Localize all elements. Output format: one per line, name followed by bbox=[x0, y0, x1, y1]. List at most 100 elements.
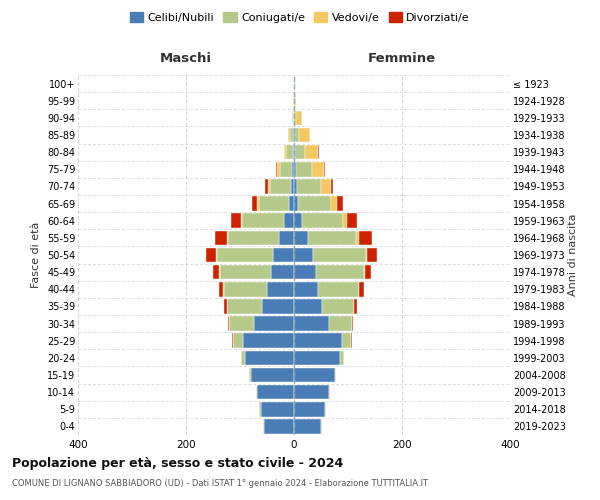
Bar bbox=[355, 299, 357, 314]
Bar bbox=[298, 196, 331, 211]
Bar bbox=[286, 145, 293, 160]
Bar bbox=[233, 334, 242, 348]
Bar bbox=[224, 282, 267, 296]
Bar bbox=[294, 110, 296, 125]
Bar bbox=[257, 196, 259, 211]
Bar bbox=[267, 282, 294, 296]
Bar bbox=[275, 162, 277, 176]
Bar bbox=[296, 179, 321, 194]
Bar bbox=[213, 265, 220, 280]
Bar bbox=[296, 110, 302, 125]
Bar bbox=[341, 334, 351, 348]
Bar bbox=[352, 316, 353, 331]
Bar bbox=[229, 316, 254, 331]
Bar bbox=[294, 162, 296, 176]
Bar bbox=[302, 214, 343, 228]
Bar bbox=[206, 248, 216, 262]
Bar bbox=[356, 230, 359, 245]
Bar bbox=[313, 248, 366, 262]
Bar bbox=[215, 230, 227, 245]
Text: Maschi: Maschi bbox=[160, 52, 212, 64]
Bar bbox=[289, 196, 294, 211]
Bar bbox=[365, 265, 371, 280]
Bar bbox=[293, 110, 294, 125]
Bar bbox=[294, 316, 329, 331]
Bar bbox=[295, 128, 299, 142]
Bar bbox=[294, 368, 335, 382]
Bar bbox=[263, 419, 265, 434]
Bar bbox=[227, 299, 262, 314]
Bar bbox=[294, 385, 329, 400]
Bar bbox=[257, 385, 294, 400]
Bar bbox=[331, 196, 337, 211]
Bar bbox=[294, 230, 308, 245]
Bar bbox=[288, 128, 290, 142]
Bar bbox=[260, 402, 294, 416]
Bar bbox=[359, 230, 372, 245]
Bar bbox=[259, 402, 260, 416]
Bar bbox=[216, 248, 217, 262]
Bar bbox=[262, 299, 294, 314]
Bar bbox=[241, 350, 245, 365]
Bar bbox=[251, 368, 294, 382]
Bar bbox=[329, 316, 352, 331]
Bar bbox=[294, 196, 298, 211]
Bar bbox=[321, 419, 322, 434]
Bar bbox=[308, 230, 356, 245]
Bar bbox=[294, 248, 313, 262]
Bar bbox=[245, 350, 294, 365]
Bar bbox=[294, 334, 341, 348]
Bar bbox=[271, 265, 294, 280]
Bar bbox=[268, 179, 270, 194]
Bar bbox=[241, 214, 242, 228]
Bar bbox=[295, 145, 305, 160]
Bar bbox=[277, 162, 280, 176]
Bar bbox=[284, 145, 286, 160]
Bar bbox=[312, 162, 324, 176]
Bar bbox=[340, 350, 344, 365]
Bar bbox=[367, 248, 377, 262]
Bar bbox=[294, 265, 316, 280]
Bar bbox=[227, 316, 229, 331]
Bar bbox=[291, 179, 294, 194]
Bar bbox=[279, 230, 294, 245]
Bar bbox=[242, 214, 284, 228]
Bar bbox=[217, 248, 274, 262]
Text: COMUNE DI LIGNANO SABBIADORO (UD) - Dati ISTAT 1° gennaio 2024 - Elaborazione TU: COMUNE DI LIGNANO SABBIADORO (UD) - Dati… bbox=[12, 478, 428, 488]
Legend: Celibi/Nubili, Coniugati/e, Vedovi/e, Divorziati/e: Celibi/Nubili, Coniugati/e, Vedovi/e, Di… bbox=[125, 8, 475, 28]
Bar bbox=[325, 402, 326, 416]
Bar bbox=[316, 265, 364, 280]
Bar bbox=[290, 128, 293, 142]
Bar bbox=[331, 179, 334, 194]
Bar bbox=[249, 368, 251, 382]
Bar bbox=[274, 248, 294, 262]
Bar bbox=[343, 214, 347, 228]
Bar bbox=[220, 265, 271, 280]
Bar bbox=[227, 230, 279, 245]
Bar bbox=[322, 299, 355, 314]
Bar bbox=[270, 179, 291, 194]
Bar bbox=[329, 385, 330, 400]
Bar bbox=[293, 145, 294, 160]
Bar bbox=[299, 128, 310, 142]
Bar bbox=[359, 282, 364, 296]
Bar bbox=[231, 214, 241, 228]
Bar bbox=[294, 214, 302, 228]
Bar bbox=[294, 282, 319, 296]
Y-axis label: Fasce di età: Fasce di età bbox=[31, 222, 41, 288]
Bar bbox=[292, 162, 294, 176]
Bar bbox=[280, 162, 292, 176]
Bar bbox=[265, 419, 294, 434]
Bar bbox=[294, 145, 295, 160]
Bar bbox=[259, 196, 289, 211]
Bar bbox=[335, 368, 336, 382]
Bar bbox=[294, 419, 321, 434]
Bar bbox=[219, 282, 223, 296]
Bar bbox=[265, 179, 268, 194]
Bar bbox=[252, 196, 257, 211]
Bar bbox=[321, 179, 331, 194]
Bar bbox=[294, 179, 296, 194]
Bar bbox=[294, 350, 340, 365]
Bar bbox=[324, 162, 325, 176]
Text: Popolazione per età, sesso e stato civile - 2024: Popolazione per età, sesso e stato civil… bbox=[12, 458, 343, 470]
